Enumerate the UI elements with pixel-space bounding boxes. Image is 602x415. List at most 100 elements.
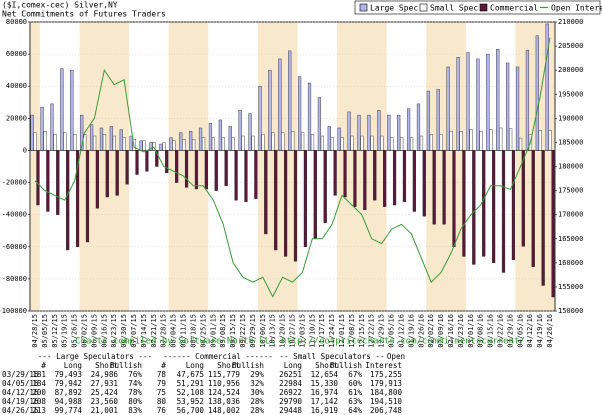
bar (208, 122, 213, 151)
table-cell: 208 (32, 397, 46, 406)
bar (446, 66, 450, 151)
bar (228, 126, 232, 151)
table-cell: 64% (348, 406, 362, 415)
bar (293, 150, 298, 262)
bar (139, 140, 143, 151)
x-tick-label: 09/15/15 (229, 314, 237, 348)
table-cell: 52,108 (177, 388, 205, 397)
bar (241, 135, 245, 151)
table-header: Long (186, 361, 204, 370)
bar (482, 150, 486, 257)
x-tick-label: 11/10/15 (308, 314, 316, 348)
bar (535, 35, 539, 151)
x-tick-label: 05/19/15 (61, 314, 69, 348)
table-cell: 110,956 (208, 379, 240, 388)
x-tick-label: 05/05/15 (41, 314, 49, 348)
bar (258, 86, 262, 151)
y2-tick-label: 205000 (558, 42, 583, 50)
chart-subtitle: Net Commitments of Futures Traders (2, 10, 166, 19)
chart-title: ($I,comex-cec) Silver,NY (2, 1, 118, 10)
table-header: Bullish (330, 361, 362, 370)
table-cell: 04/12/16 (2, 388, 39, 397)
bar (224, 150, 228, 186)
y2-tick-label: 150000 (558, 307, 583, 315)
table-cell: 04/05/16 (2, 379, 39, 388)
table-cell: 87,892 (55, 388, 82, 397)
x-tick-label: 09/01/15 (209, 314, 217, 348)
x-tick-label: 08/11/15 (180, 314, 188, 348)
table-cell: 28% (250, 397, 264, 406)
line-series (34, 37, 551, 298)
x-tick-label: 05/26/15 (71, 314, 79, 348)
y2-tick-label: 175000 (558, 187, 583, 195)
bar (251, 135, 255, 151)
table-header: Long (64, 361, 82, 370)
x-tick-label: 03/08/16 (477, 314, 485, 348)
y-tick-label: 60000 (6, 50, 27, 58)
x-tick-label: 07/28/15 (160, 314, 168, 348)
bar (333, 150, 337, 196)
bar (46, 150, 50, 212)
plot-area: -100000 -80000 -60000 -40000 -20000 0 20000 400… (0, 18, 583, 348)
bar (452, 150, 456, 247)
x-tick-label: 12/01/15 (338, 314, 346, 348)
bar (531, 150, 535, 267)
bar (518, 137, 523, 151)
bar (449, 130, 453, 151)
x-tick-label: 04/05/16 (516, 314, 524, 348)
bar (125, 150, 129, 185)
bar (310, 134, 315, 151)
x-tick-label: 06/23/15 (110, 314, 118, 348)
bar (380, 135, 384, 151)
bar (254, 150, 258, 199)
bar (432, 150, 436, 225)
bar (492, 150, 496, 264)
x-tick-label: 12/08/15 (348, 314, 356, 348)
bar (119, 129, 123, 151)
bar (291, 130, 295, 151)
x-tick-label: 06/09/15 (90, 314, 98, 348)
x-tick-label: 07/14/15 (140, 314, 148, 348)
bar (412, 150, 416, 212)
data-table: --- Large Speculators --- ------ Commerci… (2, 352, 405, 415)
legend-swatch (419, 3, 428, 12)
bar (367, 114, 371, 151)
x-tick-label: 12/22/15 (368, 314, 376, 348)
bar (274, 150, 278, 251)
bar (204, 150, 208, 190)
bar (298, 76, 302, 151)
bar (50, 103, 54, 151)
table-cell: 26922 (279, 388, 302, 397)
bar (115, 150, 119, 196)
bar (390, 137, 394, 151)
table-cell: 78 (157, 370, 167, 379)
table-cell: 23,560 (91, 397, 119, 406)
bar (194, 150, 199, 190)
table-cell: 76% (128, 370, 142, 379)
bar (244, 150, 248, 203)
bar (469, 129, 473, 151)
bar (159, 143, 163, 151)
bar (221, 137, 225, 151)
x-tick-label: 07/21/15 (150, 314, 158, 348)
table-cell: 213 (32, 406, 46, 415)
legend-swatch (359, 3, 368, 12)
x-tick-label: 01/19/16 (407, 314, 415, 348)
bar (466, 52, 470, 151)
month-stripe (30, 22, 40, 311)
bar (387, 114, 391, 151)
table-cell: 184 (32, 379, 46, 388)
y2-tick-label: 190000 (558, 114, 583, 122)
bar (383, 150, 387, 207)
x-tick-label: 02/09/16 (437, 314, 445, 348)
table-cell: 175,255 (370, 370, 402, 379)
x-tick-label: 11/03/15 (298, 314, 306, 348)
bar (392, 150, 397, 206)
x-tick-label: 07/07/15 (130, 314, 138, 348)
bar (541, 150, 545, 286)
bar (43, 130, 47, 151)
bar (40, 106, 44, 151)
table-cell: 99,774 (55, 406, 83, 415)
y2-tick-label: 195000 (558, 90, 583, 98)
x-tick-label: 01/26/16 (417, 314, 425, 348)
